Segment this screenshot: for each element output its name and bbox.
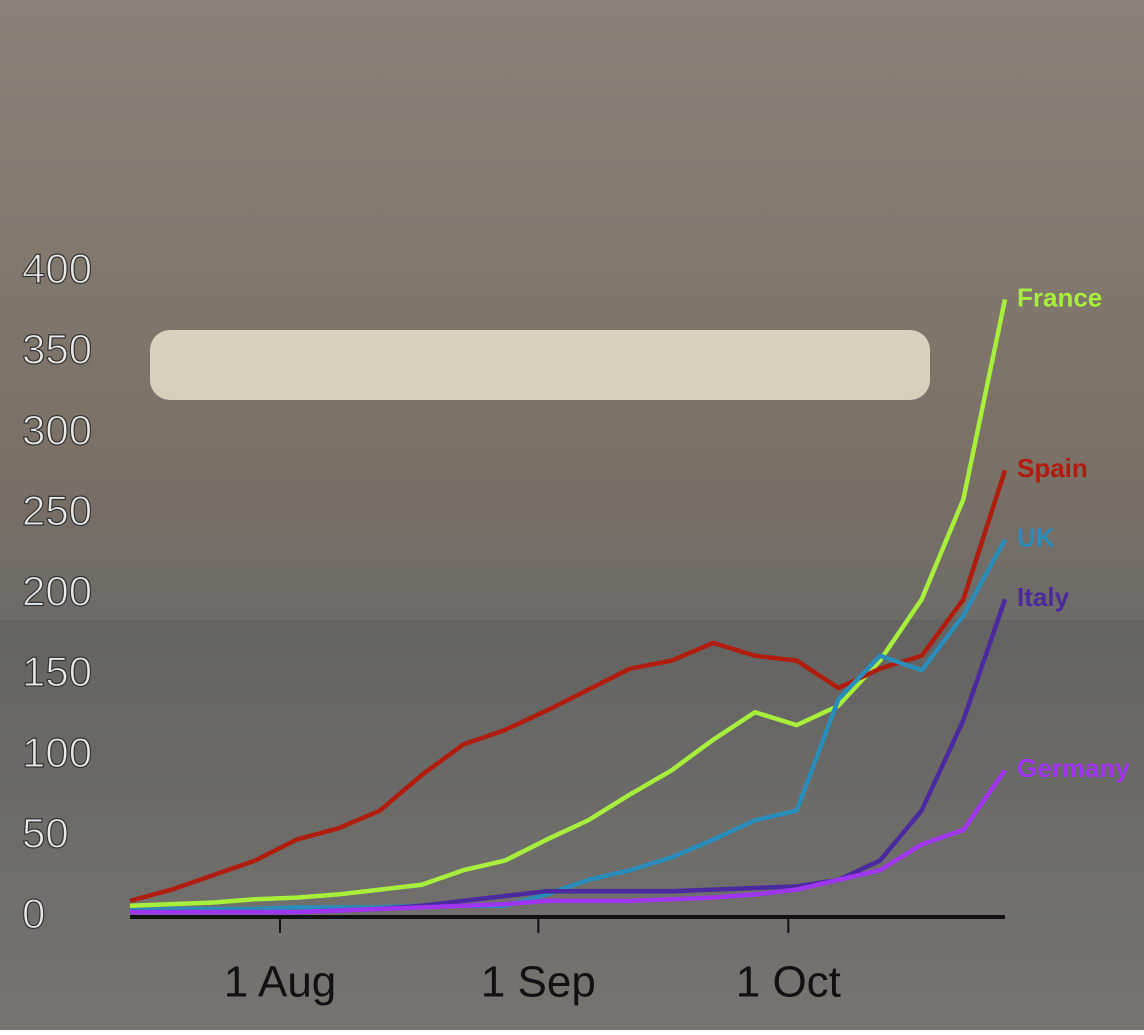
series-label: France — [1017, 282, 1102, 312]
series-line — [129, 298, 1008, 908]
series-line — [130, 768, 1007, 915]
umbrella-shape — [150, 330, 930, 400]
y-tick-label: 50 — [22, 809, 69, 856]
y-tick-label: 250 — [22, 487, 92, 534]
y-tick-label: 350 — [22, 326, 92, 373]
series-line — [129, 538, 1007, 913]
y-tick-label: 0 — [22, 890, 45, 937]
y-tick-label: 150 — [22, 648, 92, 695]
series-label: Italy — [1017, 582, 1070, 612]
series-label: Germany — [1017, 753, 1130, 783]
x-tick-label: 1 Oct — [736, 958, 841, 1007]
x-tick-label: 1 Aug — [224, 958, 337, 1007]
y-tick-label: 100 — [22, 729, 92, 776]
y-tick-label: 400 — [22, 245, 92, 292]
pavement-shape — [0, 620, 1144, 1030]
y-tick-label: 200 — [22, 568, 92, 615]
x-tick-label: 1 Sep — [481, 958, 596, 1007]
series-label: Spain — [1017, 453, 1088, 483]
y-tick-label: 300 — [22, 406, 92, 453]
series-label: UK — [1017, 523, 1055, 553]
